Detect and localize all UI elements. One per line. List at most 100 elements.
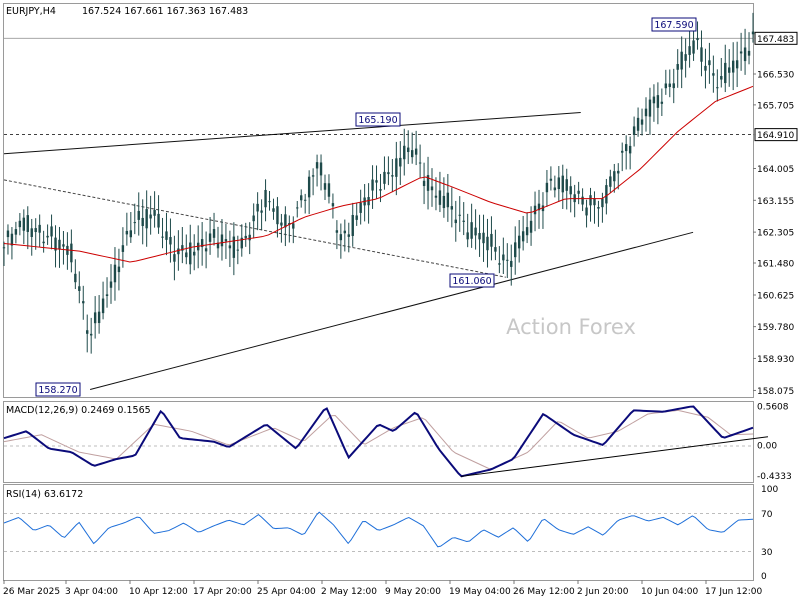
candle-body [601, 198, 604, 208]
candle-body [14, 229, 18, 235]
candle-body [498, 263, 501, 265]
candle-body [692, 40, 695, 54]
candle-body [557, 177, 561, 190]
candle-body [696, 38, 699, 41]
candle-body [747, 50, 751, 56]
candle-body [458, 214, 461, 216]
rsi-line [3, 511, 754, 548]
candle-body [712, 73, 715, 76]
candle-body [605, 185, 608, 204]
candle-body [617, 170, 620, 174]
candle-body [10, 233, 14, 246]
candle-body [434, 195, 438, 198]
candle-body [545, 182, 549, 193]
low-label: 158.270 [38, 385, 77, 396]
candle-body [244, 235, 247, 239]
candle-body [664, 83, 668, 89]
candle-body [593, 198, 596, 206]
candle-body [141, 217, 144, 227]
candle-body [613, 171, 616, 182]
candle-body [300, 195, 303, 201]
candle-body [343, 230, 347, 234]
price-axis-tick-label: 163.155 [757, 197, 794, 207]
candle-body [30, 228, 33, 237]
candle-body [680, 51, 683, 70]
candle-body [549, 178, 553, 181]
candle-body [105, 294, 109, 296]
candle-body [521, 231, 525, 242]
candle-body [387, 172, 390, 175]
candle-body [636, 117, 640, 131]
candle-body [490, 233, 493, 247]
candle-body [133, 222, 136, 224]
candle-body [280, 222, 283, 226]
price-level-lines [4, 37, 753, 136]
candle-body [720, 76, 723, 80]
time-axis-tick-label: 3 Apr 04:00 [65, 587, 118, 597]
macd-signal-line [3, 409, 754, 470]
ohlc-readout: 167.524 167.661 167.363 167.483 [82, 6, 248, 17]
price-trendline [90, 231, 694, 390]
candle-body [422, 180, 426, 187]
candle-body [252, 215, 255, 222]
macd-title: MACD(12,26,9) 0.2469 0.1565 [6, 405, 151, 416]
candle-body [640, 119, 644, 125]
candle-body [446, 192, 450, 208]
candle-body [86, 330, 89, 334]
candle-body [212, 229, 216, 238]
candle-body [624, 144, 628, 152]
macd-line [3, 405, 754, 478]
price-axis-tick-label: 158.930 [757, 355, 794, 365]
time-axis-tick-label: 17 Apr 20:00 [193, 587, 252, 597]
rsi-axis-tick-label: 30 [761, 548, 773, 558]
candle-body [149, 214, 152, 219]
candle-body [359, 202, 362, 213]
watermark: Action Forex [506, 315, 636, 339]
candle-body [193, 251, 196, 256]
candle-body [533, 205, 537, 215]
candle-body [236, 249, 240, 251]
candle-body [177, 248, 180, 255]
candle-body [113, 264, 117, 283]
candle-body [684, 54, 687, 61]
candle-body [296, 207, 299, 209]
candle-body [644, 108, 648, 117]
candle-body [101, 298, 105, 314]
candle-body [565, 179, 568, 191]
candle-body [323, 183, 327, 190]
time-axis-tick-label: 2 May 12:00 [321, 587, 377, 597]
candle-body [450, 206, 454, 210]
price-axis-tick-label: 166.530 [757, 70, 794, 80]
candle-body [581, 196, 584, 205]
candle-body [34, 228, 37, 233]
candle-body [375, 180, 378, 183]
candle-body [648, 99, 652, 117]
moving-average-line [3, 85, 754, 263]
candle-body [22, 217, 26, 231]
candle-body [82, 301, 85, 304]
candle-body [331, 203, 335, 207]
price-axis-tick-label: 160.625 [757, 292, 794, 302]
price-trendlines [3, 112, 694, 390]
time-axis-tick-label: 9 May 20:00 [385, 587, 441, 597]
price-trendline [3, 112, 581, 155]
swing-high-label-box [355, 112, 401, 127]
candle-body [224, 239, 228, 242]
candle-body [414, 148, 418, 155]
macd-axis-tick-label: 0.00 [757, 442, 777, 452]
candle-body [125, 230, 129, 235]
low-label-box [35, 382, 81, 397]
candle-body [319, 162, 323, 176]
macd-axis-tick-label: 0.5608 [757, 403, 789, 413]
candle-body [303, 199, 307, 201]
candle-body [161, 236, 164, 238]
candle-body [537, 203, 541, 211]
candle-body [38, 224, 41, 233]
time-axis-tick-label: 19 May 04:00 [449, 587, 511, 597]
candle-body [173, 254, 176, 262]
high-label-box [651, 17, 697, 32]
candle-body [70, 243, 73, 263]
candle-body [632, 126, 636, 135]
candle-body [506, 259, 509, 261]
rsi-axis-tick-label: 0 [761, 572, 767, 582]
